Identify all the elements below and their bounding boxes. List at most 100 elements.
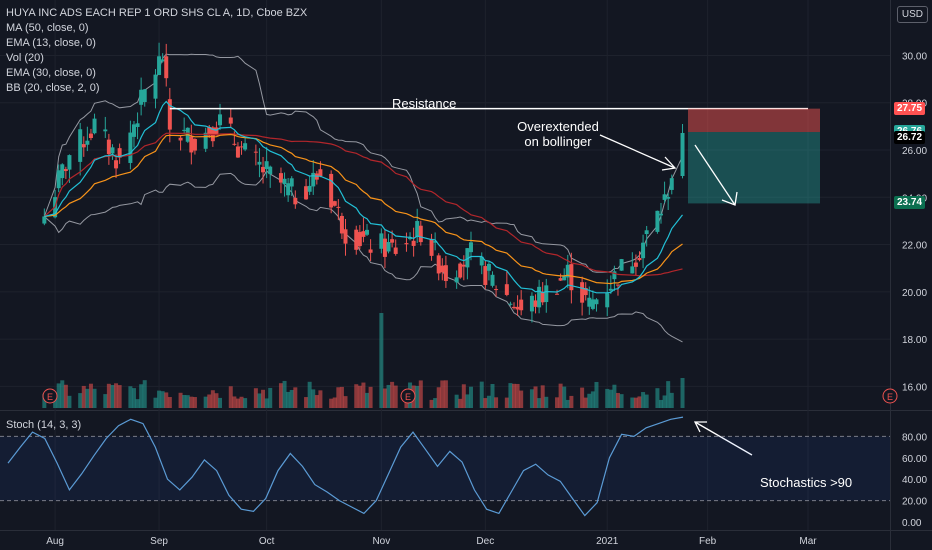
overextended-line2: on bollinger [524, 134, 592, 149]
candle-body [286, 183, 291, 196]
candle-body [103, 129, 108, 132]
candle-body [529, 295, 534, 312]
candle-body [644, 230, 649, 235]
indicator-vol[interactable]: Vol (20) [6, 52, 44, 64]
price-tick-label: 22.00 [902, 241, 927, 252]
volume-bar [157, 390, 162, 408]
overextended-label: Overextended on bollinger [508, 119, 608, 149]
stoch-arrow [694, 421, 753, 456]
volume-bar [486, 395, 491, 408]
candle-body [508, 303, 513, 305]
volume-bar [590, 391, 595, 408]
volume-bar [257, 393, 262, 408]
volume-bar [562, 386, 567, 408]
volume-bar [228, 386, 233, 408]
indicator-ma50[interactable]: MA (50, close, 0) [6, 22, 89, 34]
volume-bar [379, 313, 384, 408]
indicator-ema13[interactable]: EMA (13, close, 0) [6, 37, 96, 49]
ema30-line [44, 133, 683, 285]
volume-bar [479, 381, 484, 408]
volume-bar [314, 395, 319, 408]
volume-bar [164, 392, 169, 408]
candle-body [440, 265, 445, 273]
candle-body [282, 178, 287, 185]
stoch-legend[interactable]: Stoch (14, 3, 3) [6, 419, 82, 431]
volume-bar [454, 394, 459, 408]
volume-bar [117, 385, 122, 408]
candle-body [343, 229, 348, 244]
volume-bar [78, 393, 83, 408]
volume-bar [418, 380, 423, 408]
volume-bar [569, 395, 574, 408]
volume-bar [644, 394, 649, 408]
time-tick-label: 2021 [596, 536, 619, 547]
ema13-line [44, 100, 683, 294]
candle-body [289, 178, 294, 187]
candle-body [278, 173, 283, 183]
volume-bar [544, 396, 549, 408]
volume-bar [243, 398, 248, 408]
time-tick-label: Sep [150, 536, 168, 547]
time-tick-label: Oct [259, 536, 275, 547]
volume-bar [637, 396, 642, 408]
volume-bar [512, 383, 517, 408]
candle-body [386, 242, 391, 252]
stoch-arrowhead [693, 421, 707, 433]
candle-body [261, 166, 266, 173]
candle-body [106, 139, 111, 155]
time-tick-label: Aug [46, 536, 64, 547]
earnings-label: E [887, 392, 893, 402]
volume-bar [468, 386, 473, 408]
candle-body [555, 293, 560, 295]
volume-bars [42, 313, 685, 408]
volume-bar [393, 385, 398, 408]
stoch-band-fill [0, 436, 890, 501]
candle-body [114, 160, 119, 169]
time-tick-label: Nov [372, 536, 390, 547]
volume-bar [382, 388, 387, 408]
candle-body [167, 99, 172, 130]
candle-body [612, 271, 617, 280]
volume-bar [555, 397, 560, 408]
stoch-panel [0, 416, 890, 517]
volume-bar [515, 383, 520, 408]
candle-body [235, 146, 240, 158]
indicator-ema30[interactable]: EMA (30, close, 0) [6, 67, 96, 79]
candle-body [88, 133, 93, 139]
volume-bar [85, 388, 90, 408]
candle-body [81, 144, 86, 148]
candle-body [365, 229, 370, 235]
volume-bar [386, 384, 391, 408]
candle-body [436, 255, 441, 274]
currency-button[interactable]: USD [896, 6, 928, 23]
target-zone [688, 132, 820, 204]
candle-body [519, 299, 524, 311]
symbol-title[interactable]: HUYA INC ADS EACH REP 1 ORD SHS CL A, 1D… [6, 7, 308, 19]
candle-body [490, 274, 495, 286]
volume-bar [587, 393, 592, 408]
candle-body [192, 138, 197, 151]
candle-body [662, 194, 667, 200]
volume-bar [311, 389, 316, 408]
volume-bar [605, 388, 610, 408]
volume-bar [440, 380, 445, 408]
volume-bar [594, 381, 599, 408]
stoch-tick-label: 80.00 [902, 432, 927, 443]
candle-body [293, 197, 298, 205]
candle-body [157, 56, 162, 75]
candle-body [110, 147, 115, 154]
volume-bar [131, 388, 136, 408]
volume-bar [268, 387, 273, 408]
candle-body [357, 232, 362, 247]
candle-body [433, 241, 438, 243]
volume-bar [633, 397, 638, 408]
candle-body [605, 293, 610, 308]
volume-bar [167, 397, 172, 408]
volume-bar [666, 381, 671, 408]
volume-bar [608, 389, 613, 408]
candle-body [164, 56, 169, 79]
volume-bar [332, 397, 337, 408]
indicator-bb[interactable]: BB (20, close, 2, 0) [6, 82, 100, 94]
